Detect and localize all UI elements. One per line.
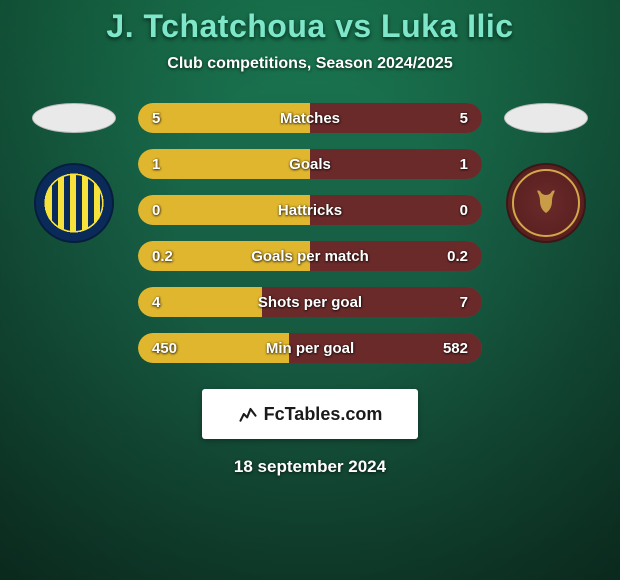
fctables-logo-icon [238, 404, 258, 424]
stat-bar: 0.2Goals per match0.2 [138, 241, 482, 271]
stat-value-left: 0 [152, 202, 192, 219]
stat-value-left: 450 [152, 340, 192, 357]
stat-bar: 0Hattricks0 [138, 195, 482, 225]
stat-bar: 450Min per goal582 [138, 333, 482, 363]
player-right-avatar [504, 103, 588, 133]
comparison-card: J. Tchatchoua vs Luka Ilic Club competit… [0, 0, 620, 580]
stat-value-left: 1 [152, 156, 192, 173]
date-text: 18 september 2024 [234, 457, 386, 477]
stat-value-right: 7 [428, 294, 468, 311]
torino-bull-icon [526, 183, 566, 223]
stat-value-right: 0 [428, 202, 468, 219]
stat-value-right: 582 [428, 340, 468, 357]
stat-bar: 5Matches5 [138, 103, 482, 133]
hellas-verona-crest-icon [46, 175, 102, 231]
stat-value-left: 0.2 [152, 248, 192, 265]
page-title: J. Tchatchoua vs Luka Ilic [106, 8, 513, 45]
stat-bar: 1Goals1 [138, 149, 482, 179]
brand-text: FcTables.com [264, 404, 383, 425]
subtitle: Club competitions, Season 2024/2025 [167, 55, 452, 73]
brand-badge: FcTables.com [202, 389, 418, 439]
player-left-column [24, 103, 124, 243]
stat-bar: 4Shots per goal7 [138, 287, 482, 317]
player-left-avatar [32, 103, 116, 133]
stat-value-right: 1 [428, 156, 468, 173]
club-badge-left [34, 163, 114, 243]
stats-column: 5Matches5 1Goals1 0Hattricks0 0.2Goals per … [138, 103, 482, 363]
club-badge-right [506, 163, 586, 243]
stat-value-right: 5 [428, 110, 468, 127]
stat-value-left: 5 [152, 110, 192, 127]
stat-value-left: 4 [152, 294, 192, 311]
player-right-column [496, 103, 596, 243]
main-row: 5Matches5 1Goals1 0Hattricks0 0.2Goals per … [0, 103, 620, 363]
stat-value-right: 0.2 [428, 248, 468, 265]
